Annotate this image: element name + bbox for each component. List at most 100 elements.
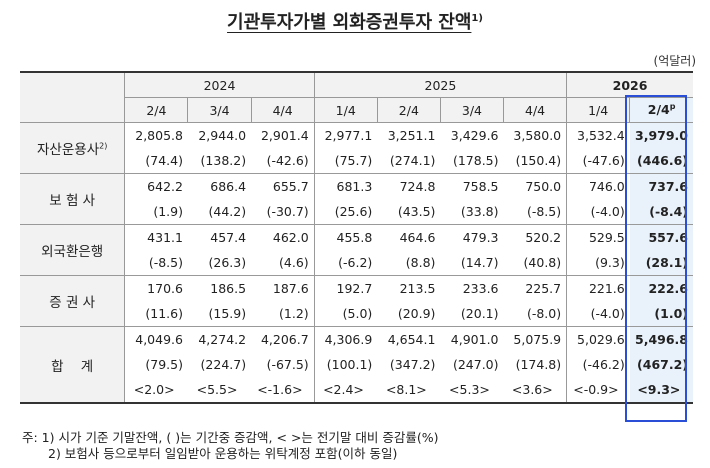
- change-cell: (-8.4): [629, 199, 693, 225]
- change-cell: (1.9): [153, 204, 183, 219]
- change-cell: (9.3): [566, 250, 630, 276]
- table-title: 기관투자가별 외화증권투자 잔액1): [0, 8, 710, 34]
- row-label: 외국환은행: [20, 224, 126, 276]
- table-row: (1.9) (44.2) (-30.7) (25.6) (43.5) (33.8) (-8.…: [20, 199, 693, 225]
- balance-cell: 2,901.4: [260, 128, 309, 143]
- table-row: (-8.5) (26.3) (4.6) (-6.2) (8.8) (14.7) (40.8)…: [20, 250, 693, 276]
- change-cell: (1.0): [629, 301, 693, 327]
- balance-cell: 737.6: [629, 173, 693, 199]
- table-row: 보 험 사 642.2 686.4 655.7 681.3 724.8 758.5 750.0…: [20, 173, 693, 225]
- table-row: 증 권 사 170.6 186.5 187.6 192.7 213.5 233.6 225.7…: [20, 275, 693, 327]
- row-label-text: 자산운용사: [37, 142, 100, 158]
- change-cell: (79.5): [145, 357, 183, 372]
- change-cell: (75.7): [313, 148, 378, 174]
- change-cell: (-47.6): [566, 148, 630, 174]
- balance-cell: 746.0: [566, 173, 630, 199]
- change-cell: (1.2): [279, 306, 309, 321]
- change-cell: (467.2): [629, 352, 693, 377]
- table-row: <2.0> <5.5> <-1.6> <2.4> <8.1> <5.3> <3.6> <-0.…: [20, 377, 693, 404]
- row-label: 합 계: [20, 326, 126, 404]
- change-cell: (150.4): [515, 153, 562, 168]
- change-cell: (-42.6): [266, 153, 309, 168]
- quarter-header: 2/4: [376, 97, 441, 123]
- unit-label: (억달러): [653, 54, 696, 68]
- change-cell: (43.5): [397, 204, 436, 219]
- balance-cell: 681.3: [313, 173, 378, 199]
- balance-cell: 462.0: [251, 224, 315, 250]
- change-cell: (4.6): [279, 255, 309, 270]
- quarter-label: 1/4: [335, 102, 356, 118]
- change-cell: (14.7): [460, 255, 499, 270]
- balance-cell: 457.4: [187, 224, 252, 250]
- balance-cell: 520.2: [503, 224, 567, 250]
- balance-cell: 233.6: [440, 275, 504, 301]
- row-label-text: 외국환은행: [41, 244, 104, 260]
- change-cell: (178.5): [452, 153, 499, 168]
- rate-cell: <9.3>: [629, 377, 693, 404]
- table-row: 자산운용사2) 2,805.8 2,944.0 2,901.4 2,977.1 3,251…: [20, 122, 693, 174]
- row-label-footnote: 2): [99, 141, 108, 151]
- balance-cell: 5,496.8: [629, 326, 693, 352]
- balance-cell: 2,977.1: [313, 122, 378, 148]
- title-footnote-mark: 1): [471, 13, 483, 24]
- balance-cell: 3,532.4: [566, 122, 630, 148]
- balance-cell: 642.2: [124, 173, 188, 199]
- balance-cell: 724.8: [377, 173, 441, 199]
- change-cell: (-8.0): [526, 306, 562, 321]
- quarter-label: 3/4: [461, 102, 483, 118]
- rate-cell: <5.5>: [187, 377, 252, 404]
- table-row: (11.6) (15.9) (1.2) (5.0) (20.9) (20.1) (-8.0)…: [20, 301, 693, 327]
- rate-cell: <-1.6>: [251, 377, 315, 404]
- change-cell: (11.6): [145, 306, 183, 321]
- change-cell: (-46.2): [566, 352, 630, 377]
- quarter-header: 4/4: [503, 97, 567, 123]
- rate-cell: <3.6>: [503, 377, 567, 404]
- change-cell: (247.0): [452, 357, 499, 372]
- year-header: 2025: [313, 71, 567, 98]
- balance-cell: 431.1: [124, 224, 188, 250]
- change-cell: (5.0): [313, 301, 378, 327]
- quarter-header: 2/4p: [629, 97, 693, 123]
- balance-cell: 170.6: [124, 275, 188, 301]
- quarter-label: 2/4: [647, 102, 670, 118]
- change-cell: (-4.0): [566, 301, 630, 327]
- change-cell: (74.4): [145, 153, 183, 168]
- rate-cell: <8.1>: [377, 377, 441, 404]
- change-cell: (100.1): [313, 352, 378, 377]
- change-cell: (274.1): [389, 153, 436, 168]
- row-label-text: 합 계: [51, 358, 94, 375]
- balance-cell: 186.5: [187, 275, 252, 301]
- change-cell: (347.2): [389, 357, 436, 372]
- balance-cell: 2,805.8: [135, 128, 183, 143]
- change-cell: (-67.5): [266, 357, 309, 372]
- change-cell: (25.6): [313, 199, 378, 225]
- balance-cell: 4,049.6: [124, 326, 188, 352]
- table-title-text: 기관투자가별 외화증권투자 잔액: [227, 12, 472, 33]
- balance-cell: 4,274.2: [187, 326, 252, 352]
- change-cell: (-6.2): [313, 250, 378, 276]
- change-cell: (44.2): [208, 204, 247, 219]
- row-label: 증 권 사: [20, 275, 126, 327]
- change-cell: (-4.0): [566, 199, 630, 225]
- balance-cell: 479.3: [440, 224, 504, 250]
- footnote-2: 2) 보험사 등으로부터 일임받아 운용하는 위탁계정 포함(이하 동일): [48, 446, 398, 461]
- change-cell: (15.9): [208, 306, 247, 321]
- balance-cell: 221.6: [566, 275, 630, 301]
- rate-cell: <5.3>: [440, 377, 504, 404]
- row-label: 보 험 사: [20, 173, 126, 225]
- balance-cell: 222.6: [629, 275, 693, 301]
- quarter-header: 3/4: [187, 97, 252, 123]
- row-label-text: 보 험 사: [49, 193, 96, 209]
- quarter-header: 3/4: [439, 97, 504, 123]
- balance-cell: 758.5: [440, 173, 504, 199]
- year-header: 2024: [124, 71, 315, 98]
- balance-cell: 4,901.0: [440, 326, 504, 352]
- balance-cell: 464.6: [377, 224, 441, 250]
- balance-cell: 4,206.7: [251, 326, 315, 352]
- rate-cell: <-0.9>: [566, 377, 630, 404]
- rate-cell: <2.0>: [124, 377, 188, 404]
- balance-cell: 529.5: [566, 224, 630, 250]
- balance-cell: 557.6: [629, 224, 693, 250]
- balance-cell: 3,429.6: [450, 128, 499, 143]
- investment-balance-table: 2024 2025 2026 2/4 3/4 4/4 1/4 2/4 3/4 4/4 1/4 2/4p…: [20, 71, 693, 404]
